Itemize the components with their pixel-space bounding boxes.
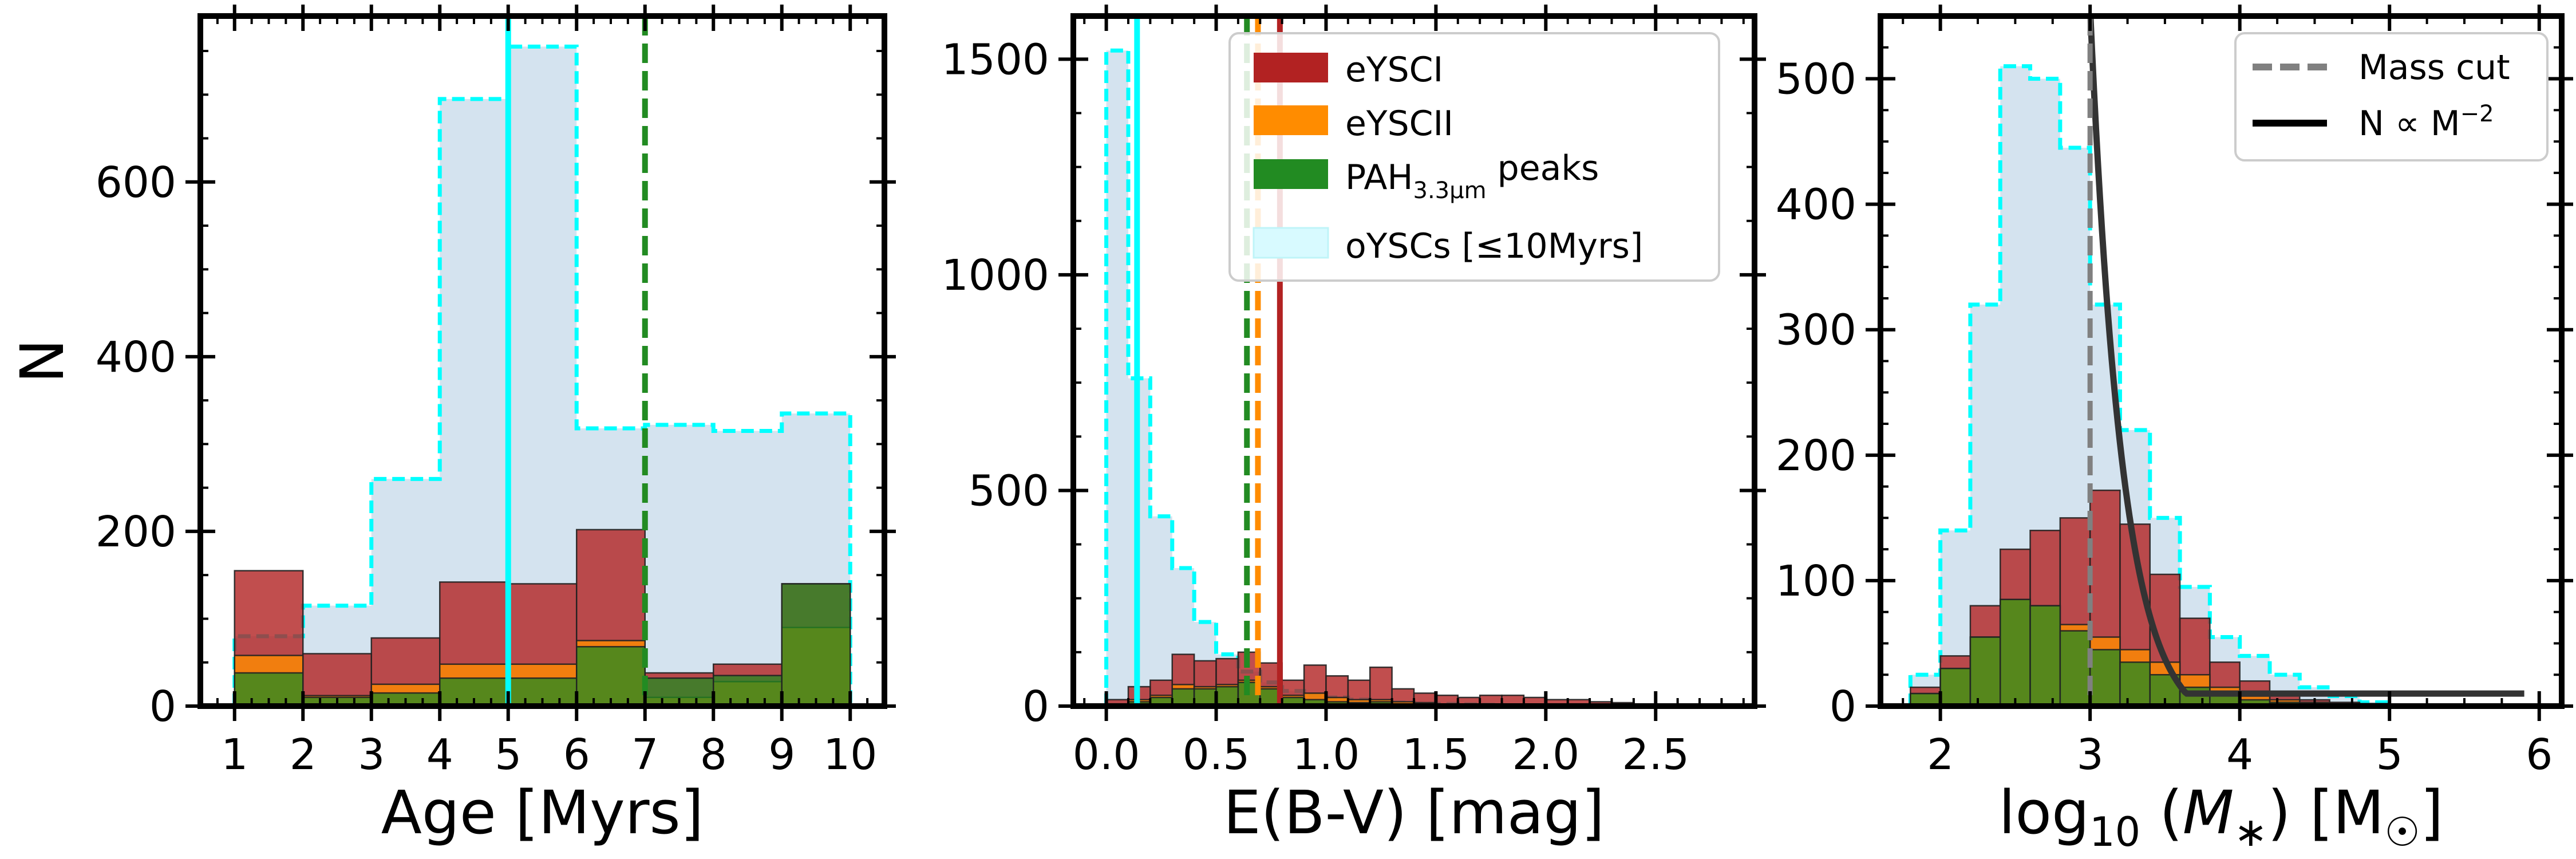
pah-bar (2059, 630, 2091, 706)
panel-2: 0.0 0.5 1.0 1.5 2.0 2.5 0 500 1000 1500 E(B-V) [ma… (942, 5, 1766, 848)
pah-bar (2089, 649, 2121, 706)
y-tick-label: 200 (96, 507, 176, 557)
x-tick-label: 1.0 (1293, 730, 1360, 779)
oysc-histogram-fill (234, 46, 851, 706)
x-tick-label: 8 (700, 730, 727, 779)
oysc-histogram-outline (232, 44, 852, 706)
legend-label-mass-cut: Mass cut (2358, 48, 2510, 88)
legend-label-power-sup: −2 (2460, 101, 2494, 127)
y-tick-label: 1000 (942, 251, 1049, 300)
pah-bar (1215, 685, 1239, 706)
legend-box (1228, 32, 1720, 282)
x-tick-label: 6 (563, 730, 590, 779)
y-tick-label: 0 (1830, 682, 1856, 731)
y-tick-label: 0 (1022, 682, 1049, 731)
x-axis-label-part: ) [M (2267, 778, 2384, 848)
legend-swatch-eysci (1254, 53, 1328, 82)
y-tick-label: 1500 (942, 35, 1049, 84)
pah-bar (2119, 661, 2151, 706)
x-tick-label: 2.0 (1512, 730, 1579, 779)
legend-label-eysci: eYSCI (1345, 50, 1443, 90)
legend-label-oysc: oYSCs [≤10Myrs] (1345, 226, 1643, 266)
legend-label-power-law: N ∝ M−2 (2358, 101, 2494, 144)
panel-1: 1 2 3 4 5 6 7 8 9 10 0 200 400 600 Age [Myrs] N (7, 5, 896, 848)
y-tick-label: 0 (149, 682, 176, 731)
x-tick-label: 10 (823, 730, 877, 779)
x-tick-label: 3 (358, 730, 385, 779)
y-tick-label: 500 (969, 466, 1049, 515)
pah-bar (576, 646, 646, 706)
legend-swatch-pah (1254, 159, 1328, 189)
x-tick-label: 1.5 (1402, 730, 1470, 779)
legend-swatch-eyscii (1254, 105, 1328, 135)
y-tick-label: 300 (1776, 306, 1856, 355)
x-tick-label: 6 (2526, 730, 2553, 779)
pah-bar (2029, 605, 2061, 706)
x-axis-label-part: log (1999, 778, 2090, 848)
x-axis-label: Age [Myrs] (381, 778, 704, 848)
legend-label-eyscii: eYSCII (1345, 104, 1453, 144)
legend-label-pah-main: PAH (1345, 157, 1413, 198)
x-tick-label: 0.0 (1073, 730, 1140, 779)
x-axis-label: log10 (M∗) [M☉] (1999, 778, 2444, 856)
oysc-histogram-outline (1908, 64, 2392, 706)
x-tick-label: 5 (2376, 730, 2403, 779)
x-tick-label: 4 (426, 730, 453, 779)
panel-3: 2 3 4 5 6 0 100 200 300 400 500 log10 (M∗) [M☉] (1776, 5, 2573, 856)
plot-area (232, 16, 852, 706)
y-axis-label: N (7, 339, 77, 384)
y-tick-label: 500 (1776, 55, 1856, 104)
x-axis-label-part: M (2183, 778, 2234, 848)
y-tick-label: 400 (1776, 180, 1856, 230)
x-tick-label: 9 (768, 730, 795, 779)
y-tick-label: 400 (96, 333, 176, 382)
y-tick-label: 600 (96, 158, 176, 207)
x-axis-label-part: ( (2140, 778, 2183, 848)
power-law-curve (2087, 16, 2524, 697)
x-tick-label: 0.5 (1183, 730, 1250, 779)
x-tick-label: 4 (2226, 730, 2253, 779)
legend-panel-3: Mass cut N ∝ M−2 (2234, 32, 2549, 161)
oysc-histogram-fill (1106, 50, 1656, 706)
x-axis-label-part: ☉ (2384, 809, 2420, 856)
legend-label-power-main: N ∝ M (2358, 104, 2460, 144)
x-axis-label-part: ] (2420, 778, 2444, 848)
x-tick-label: 1 (221, 730, 248, 779)
x-tick-label: 5 (495, 730, 521, 779)
y-tick-label: 100 (1776, 557, 1856, 606)
pah-bar (1939, 668, 1971, 706)
x-tick-label: 3 (2077, 730, 2104, 779)
pah-bar (1999, 598, 2031, 706)
legend-label-pah: PAH3.3μm peaks (1345, 148, 1599, 204)
x-axis-label: E(B-V) [mag] (1223, 778, 1605, 848)
legend-label-pah-sub: 3.3μm (1413, 178, 1487, 204)
x-tick-label: 7 (631, 730, 658, 779)
x-tick-label: 2 (290, 730, 317, 779)
pah-bar (1969, 636, 2001, 706)
pah-bar (781, 583, 851, 706)
legend-label-pah-tail: peaks (1487, 148, 1599, 188)
x-axis-label-part: 10 (2089, 809, 2140, 856)
x-tick-label: 2 (1927, 730, 1954, 779)
x-tick-label: 2.5 (1622, 730, 1689, 779)
legend-swatch-oysc (1253, 227, 1329, 259)
y-tick-label: 200 (1776, 431, 1856, 480)
x-axis-label-part: ∗ (2234, 809, 2268, 856)
